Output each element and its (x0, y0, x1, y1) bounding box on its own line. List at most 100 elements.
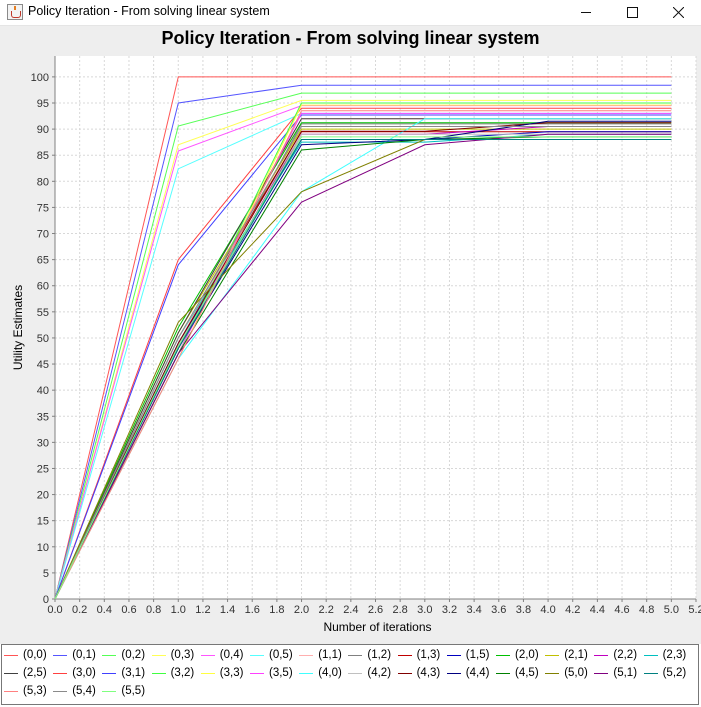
x-tick-label: 0.8 (146, 604, 161, 616)
legend-label: (2,0) (515, 649, 539, 661)
series-line-5-4 (54, 126, 672, 600)
legend-label: (1,1) (318, 649, 342, 661)
y-tick-label: 35 (37, 411, 49, 423)
legend-swatch (299, 654, 314, 656)
legend-label: (2,1) (564, 649, 588, 661)
legend-label: (5,4) (72, 685, 96, 697)
maximize-button[interactable] (609, 0, 655, 25)
legend-swatch (594, 654, 609, 656)
series-line-3-0 (54, 107, 672, 600)
legend-item: (3,2) (151, 665, 194, 681)
legend-swatch (53, 672, 68, 674)
x-tick-label: 3.8 (516, 604, 531, 616)
x-tick-label: 2.2 (319, 604, 334, 616)
legend-swatch (446, 654, 461, 656)
x-tick-label: 3.6 (491, 604, 506, 616)
legend-label: (0,3) (170, 649, 195, 661)
window-title: Policy Iteration - From solving linear s… (28, 4, 270, 18)
series-group (54, 76, 672, 600)
x-tick-label: 4.4 (590, 604, 605, 616)
series-line-0-1 (54, 84, 672, 600)
window-titlebar: Policy Iteration - From solving linear s… (0, 0, 701, 26)
legend-label: (0,4) (219, 649, 244, 661)
legend-label: (3,5) (269, 667, 293, 679)
y-tick-label: 75 (37, 202, 49, 214)
y-tick-label: 55 (37, 307, 49, 319)
y-tick-label: 65 (37, 255, 49, 267)
legend-label: (1,3) (416, 649, 441, 661)
y-axis-label: Utility Estimates (11, 285, 25, 370)
legend-item: (0,0) (4, 647, 47, 663)
series-line-3-1 (54, 114, 672, 600)
legend-label: (4,5) (515, 667, 539, 679)
legend-swatch (102, 672, 117, 674)
series-line-5-5 (54, 136, 672, 600)
legend-swatch (102, 654, 117, 656)
line-chart: 0.0 0.2 0.4 0.6 0.8 1.0 1.2 1.4 1.6 1.8 2.0 2.2 2.4 2… (11, 56, 701, 634)
x-tick-label: 4.0 (540, 604, 555, 616)
chart-legend: (0,0) (0,1) (0,2) (0,3) (0,4) (0,5) (1,1) (1,2)… (1, 644, 699, 705)
legend-item: (4,4) (446, 665, 489, 681)
legend-item: (4,2) (348, 665, 391, 681)
legend-label: (5,5) (121, 685, 146, 697)
legend-item: (4,0) (299, 665, 342, 681)
y-tick-label: 95 (37, 98, 49, 110)
close-icon (672, 7, 684, 18)
legend-swatch (4, 654, 18, 656)
legend-label: (0,1) (72, 649, 96, 661)
legend-swatch (496, 672, 510, 674)
legend-swatch (4, 672, 18, 674)
minimize-icon (581, 12, 591, 13)
legend-swatch (545, 654, 560, 656)
y-tick-label: 70 (37, 229, 49, 241)
minimize-button[interactable] (563, 0, 609, 25)
maximize-icon (626, 7, 638, 18)
x-tick-label: 2.8 (393, 604, 408, 616)
y-tick-label: 90 (37, 124, 49, 136)
legend-swatch (4, 690, 18, 692)
legend-swatch (151, 672, 166, 674)
legend-label: (3,3) (219, 667, 244, 679)
legend-item: (5,5) (102, 683, 145, 699)
series-line-0-3 (54, 99, 672, 600)
legend-swatch (53, 690, 68, 692)
y-tick-label: 80 (37, 176, 49, 188)
legend-item: (5,0) (545, 665, 588, 681)
series-line-5-3 (54, 110, 672, 600)
y-tick-label: 0 (43, 594, 49, 606)
legend-swatch (496, 654, 510, 656)
x-tick-label: 1.8 (269, 604, 284, 616)
series-line-5-1 (54, 133, 672, 600)
legend-swatch (250, 672, 264, 674)
legend-swatch (151, 654, 166, 656)
legend-item: (0,3) (151, 647, 195, 663)
legend-item: (0,2) (102, 647, 145, 663)
legend-swatch (643, 672, 658, 674)
gridlines (54, 56, 697, 600)
legend-item: (3,5) (250, 665, 293, 681)
close-button[interactable] (655, 0, 701, 25)
legend-label: (4,2) (367, 667, 392, 679)
x-tick-label: 0.6 (121, 604, 136, 616)
x-tick-label: 1.2 (195, 604, 210, 616)
legend-item: (1,2) (348, 647, 391, 663)
legend-label: (1,2) (367, 649, 392, 661)
y-tick-label: 20 (37, 490, 49, 502)
legend-swatch (299, 672, 314, 674)
x-tick-label: 4.8 (639, 604, 654, 616)
legend-label: (0,2) (121, 649, 146, 661)
legend-label: (2,3) (662, 649, 687, 661)
y-tick-label: 50 (37, 333, 49, 345)
y-tick-label: 25 (37, 463, 49, 475)
legend-item: (5,4) (53, 683, 96, 699)
legend-item: (2,2) (594, 647, 637, 663)
legend-item: (1,5) (446, 647, 489, 663)
legend-swatch (348, 654, 363, 656)
legend-item: (3,3) (200, 665, 244, 681)
y-tick-label: 5 (43, 568, 49, 580)
y-tick-label: 100 (31, 72, 49, 84)
x-tick-label: 3.0 (417, 604, 432, 616)
legend-item: (5,2) (643, 665, 686, 681)
legend-swatch (250, 654, 264, 656)
series-line-0-0 (54, 76, 672, 600)
